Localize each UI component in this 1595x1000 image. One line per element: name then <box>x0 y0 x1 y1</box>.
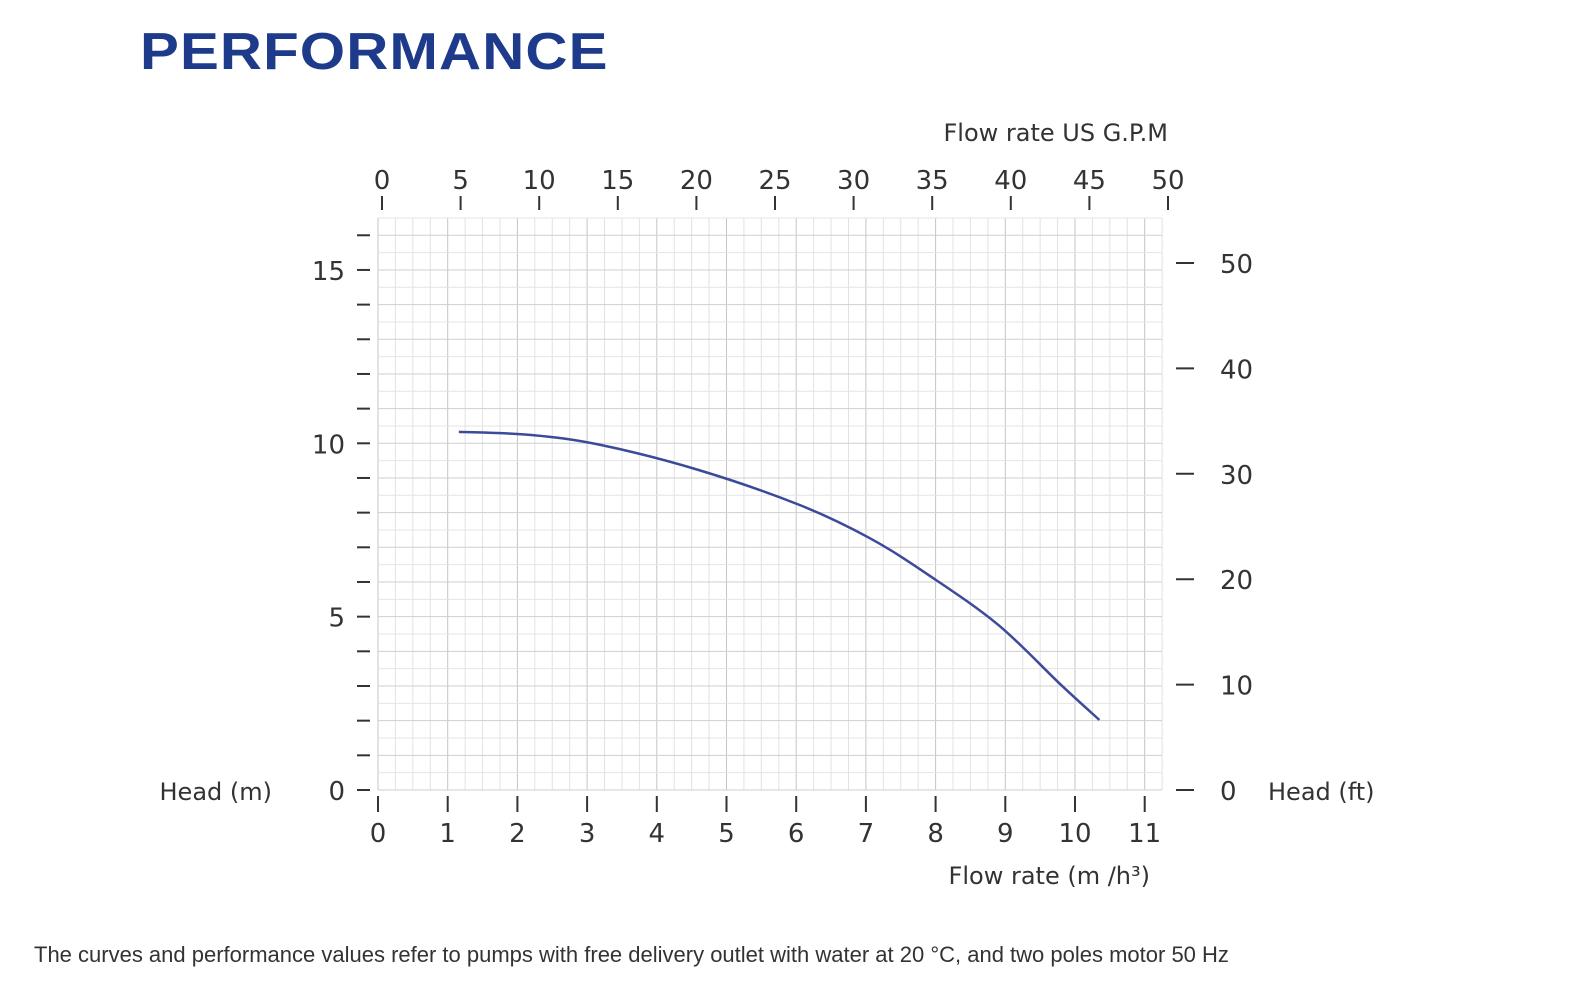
x-tick-label: 5 <box>718 819 735 849</box>
x2-axis-label: Flow rate US G.P.M <box>943 119 1168 147</box>
y2-tick-label: 50 <box>1220 250 1253 280</box>
x2-tick-label: 35 <box>916 166 949 196</box>
y-tick-label: 0 <box>328 777 345 807</box>
y-tick-label: 10 <box>312 430 345 460</box>
x-tick-label: 0 <box>370 819 387 849</box>
footer-note: The curves and performance values refer … <box>34 942 1229 967</box>
y-tick-label: 5 <box>328 604 345 634</box>
x2-tick-label: 45 <box>1073 166 1106 196</box>
x-tick-label: 3 <box>579 819 596 849</box>
x-tick-label: 6 <box>788 819 805 849</box>
performance-curve <box>458 430 1101 721</box>
x2-tick-label: 15 <box>601 166 634 196</box>
x2-tick-label: 50 <box>1151 166 1184 196</box>
x-tick-label: 1 <box>439 819 456 849</box>
y2-axis-label: Head (ft) <box>1268 778 1375 806</box>
x2-tick-label: 20 <box>680 166 713 196</box>
y-tick-label: 15 <box>312 257 345 287</box>
x-tick-label: 8 <box>927 819 944 849</box>
x2-tick-label: 40 <box>994 166 1027 196</box>
y-axis-label: Head (m) <box>160 778 273 806</box>
x2-tick-label: 0 <box>374 166 391 196</box>
x-tick-label: 9 <box>997 819 1014 849</box>
x-tick-label: 10 <box>1058 819 1091 849</box>
x2-tick-label: 30 <box>837 166 870 196</box>
x-tick-label: 4 <box>649 819 666 849</box>
x-axis-label: Flow rate (m /h³) <box>949 862 1150 890</box>
x-tick-label: 2 <box>509 819 526 849</box>
y2-tick-label: 30 <box>1220 461 1253 491</box>
x2-tick-label: 25 <box>758 166 791 196</box>
page-title: PERFORMANCE <box>140 23 609 81</box>
y2-tick-label: 20 <box>1220 566 1253 596</box>
y2-tick-label: 10 <box>1220 672 1253 702</box>
x-tick-label: 11 <box>1128 819 1161 849</box>
y2-tick-label: 40 <box>1220 355 1253 385</box>
x2-tick-label: 5 <box>452 166 469 196</box>
y2-tick-label: 0 <box>1220 777 1237 807</box>
x2-tick-label: 10 <box>523 166 556 196</box>
x-tick-label: 7 <box>858 819 875 849</box>
